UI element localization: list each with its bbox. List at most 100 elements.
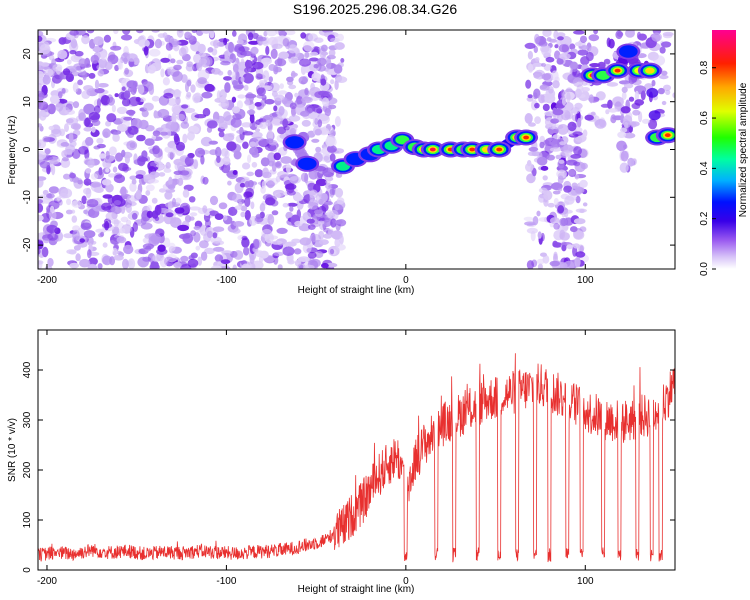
noise-speck: [572, 131, 583, 136]
noise-speck: [245, 59, 250, 70]
noise-speck: [131, 212, 138, 220]
noise-speck: [628, 30, 634, 36]
noise-speck: [170, 58, 176, 64]
noise-speck: [193, 225, 201, 230]
noise-speck: [623, 83, 634, 89]
noise-speck: [325, 183, 332, 190]
noise-speck: [103, 34, 111, 43]
noise-speck: [190, 84, 196, 93]
noise-speck: [573, 146, 582, 156]
noise-speck: [96, 64, 105, 71]
noise-speck: [65, 73, 74, 82]
noise-speck: [181, 104, 189, 109]
noise-speck: [156, 163, 164, 168]
noise-speck: [330, 129, 336, 137]
noise-speck: [233, 221, 245, 227]
noise-speck: [90, 54, 100, 64]
noise-speck: [300, 32, 307, 39]
noise-speck: [617, 131, 626, 138]
noise-speck: [91, 119, 101, 127]
noise-speck: [98, 167, 103, 176]
noise-speck: [232, 193, 243, 203]
noise-speck: [102, 128, 111, 139]
noise-speck: [641, 118, 651, 124]
spectrogram-ridge: [282, 43, 675, 175]
noise-speck: [47, 257, 53, 266]
noise-speck: [553, 251, 558, 260]
noise-speck: [266, 180, 275, 189]
ridge-track: [646, 87, 659, 98]
noise-speck: [262, 167, 270, 178]
noise-speck: [180, 121, 190, 129]
noise-speck: [251, 161, 258, 168]
noise-speck: [547, 202, 555, 208]
noise-speck: [168, 176, 173, 186]
noise-speck: [542, 30, 552, 37]
noise-speck: [325, 179, 331, 185]
noise-speck: [165, 261, 174, 266]
noise-speck: [557, 175, 564, 184]
noise-speck: [57, 49, 68, 60]
noise-speck: [552, 108, 564, 116]
noise-speck: [115, 152, 123, 162]
noise-speck: [129, 142, 136, 149]
noise-speck: [265, 143, 277, 152]
noise-speck: [48, 125, 55, 131]
noise-speck: [525, 162, 534, 172]
noise-speck: [245, 93, 257, 99]
noise-speck: [209, 30, 215, 39]
noise-speck: [143, 102, 154, 111]
noise-speck: [120, 34, 133, 41]
noise-speck: [87, 160, 95, 168]
noise-speck: [63, 233, 74, 239]
noise-speck: [38, 260, 44, 265]
noise-speck: [621, 91, 627, 101]
noise-speck: [174, 174, 181, 179]
noise-speck: [315, 193, 321, 204]
noise-speck: [46, 224, 58, 234]
noise-speck: [330, 218, 337, 228]
noise-speck: [123, 244, 134, 255]
noise-speck: [88, 112, 101, 121]
noise-speck: [560, 150, 573, 157]
noise-speck: [187, 258, 199, 268]
noise-speck: [545, 56, 555, 63]
noise-speck: [50, 128, 62, 138]
noise-speck: [234, 205, 242, 210]
noise-speck: [606, 82, 619, 87]
noise-speck: [187, 34, 194, 40]
noise-speck: [575, 251, 586, 258]
noise-speck: [252, 61, 264, 70]
noise-speck: [665, 89, 671, 95]
noise-speck: [297, 263, 306, 269]
noise-speck: [199, 224, 210, 236]
noise-speck: [302, 243, 312, 254]
noise-speck: [182, 232, 194, 244]
spectrogram-y-tick-label: -20: [22, 237, 33, 252]
noise-speck: [256, 36, 267, 42]
noise-speck: [255, 213, 262, 220]
noise-speck: [199, 240, 209, 249]
noise-speck: [651, 79, 656, 87]
noise-speck: [159, 257, 168, 268]
noise-speck: [244, 98, 250, 107]
noise-speck: [328, 104, 337, 110]
noise-speck: [123, 90, 131, 99]
noise-speck: [278, 30, 286, 35]
noise-speck: [236, 39, 244, 45]
noise-speck: [304, 172, 309, 184]
noise-speck: [299, 58, 311, 67]
noise-speck: [542, 175, 548, 181]
noise-speck: [603, 58, 611, 65]
noise-speck: [114, 64, 119, 72]
noise-speck: [539, 84, 550, 91]
noise-speck: [577, 49, 589, 56]
noise-speck: [238, 46, 250, 52]
noise-speck: [197, 256, 203, 266]
noise-speck: [38, 101, 49, 111]
noise-speck: [274, 58, 287, 67]
noise-speck: [86, 199, 99, 208]
noise-speck: [42, 237, 50, 244]
